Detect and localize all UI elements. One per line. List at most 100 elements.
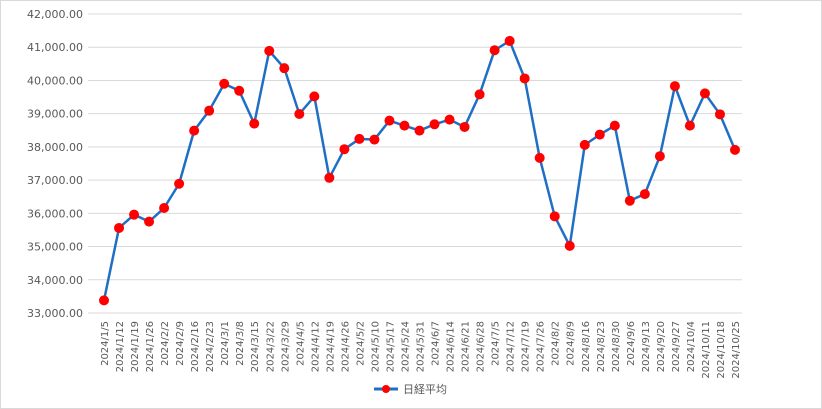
x-tick-label: 2024/3/15 [250,321,261,372]
y-tick-label: 40,000.00 [27,74,83,87]
x-tick-label: 2024/9/13 [641,321,652,372]
x-tick-label: 2024/8/16 [581,321,592,372]
data-point [114,222,125,233]
data-point [684,120,695,131]
x-tick-label: 2024/4/5 [295,321,306,366]
series-line-path [102,39,737,301]
data-point [354,133,365,144]
data-point [534,152,545,163]
data-point [444,114,455,125]
x-tick-label: 2024/9/6 [626,321,637,366]
gridlines [88,13,742,314]
data-point [234,85,245,96]
data-point [654,151,665,162]
x-tick-label: 2024/1/19 [130,321,141,372]
data-point [324,172,335,183]
x-tick-label: 2024/2/2 [160,321,171,366]
x-tick-label: 2024/1/12 [115,321,126,372]
data-point [159,203,170,214]
x-tick-label: 2024/7/5 [491,321,502,366]
legend-marker-swatch [382,385,390,393]
data-point [264,45,275,56]
x-tick-label: 2024/5/2 [355,321,366,366]
y-tick-label: 35,000.00 [27,241,83,254]
x-axis-labels: 2024/1/5 2024/1/12 2024/1/19 2024/1/26 2024/… [100,321,742,379]
data-point [669,81,680,92]
y-tick-label: 37,000.00 [27,174,83,187]
x-tick-label: 2024/10/4 [686,321,697,372]
x-tick-label: 2024/7/19 [521,321,532,372]
y-tick-label: 36,000.00 [27,207,83,220]
y-axis-labels: 33,000.00 34,000.00 35,000.00 36,000.00 37,0… [27,8,83,320]
data-point [339,144,350,155]
data-point [579,139,590,150]
x-tick-label: 2024/3/8 [235,321,246,366]
data-point [219,78,230,89]
y-tick-label: 38,000.00 [27,141,83,154]
data-point [504,35,515,46]
series-markers [99,35,740,306]
x-tick-label: 2024/1/5 [100,321,111,366]
x-tick-label: 2024/9/20 [656,321,667,372]
data-point [609,120,620,131]
x-tick-label: 2024/10/25 [731,321,742,379]
x-tick-label: 2024/7/12 [506,321,517,372]
x-tick-label: 2024/6/28 [476,321,487,372]
x-tick-label: 2024/1/26 [145,321,156,372]
data-point [399,120,410,131]
x-tick-label: 2024/5/24 [400,321,411,372]
y-tick-label: 42,000.00 [27,8,83,21]
data-point [519,73,530,84]
x-tick-label: 2024/6/7 [431,321,442,366]
data-point [474,89,485,100]
x-tick-label: 2024/9/27 [671,321,682,372]
x-tick-label: 2024/4/26 [340,321,351,372]
x-tick-label: 2024/2/16 [190,321,201,372]
data-point [309,91,320,102]
data-point [189,125,200,136]
x-tick-label: 2024/5/31 [416,321,427,372]
data-point [429,119,440,130]
y-tick-label: 39,000.00 [27,108,83,121]
x-tick-label: 2024/3/29 [280,321,291,372]
y-tick-label: 33,000.00 [27,307,83,320]
x-tick-label: 2024/7/26 [536,321,547,372]
x-tick-label: 2024/8/2 [551,321,562,366]
data-point [594,129,605,140]
data-point [714,109,725,120]
x-tick-label: 2024/4/19 [325,321,336,372]
data-point [414,125,425,136]
x-tick-label: 2024/5/10 [370,321,381,372]
data-point [459,121,470,132]
x-tick-label: 2024/8/30 [611,321,622,372]
data-point [730,144,740,155]
data-point [129,209,140,220]
x-tick-label: 2024/2/9 [175,321,186,366]
legend-label: 日経平均 [403,383,447,396]
data-point [204,105,215,116]
data-point [249,118,260,129]
data-point [639,189,650,200]
x-tick-label: 2024/2/23 [205,321,216,372]
x-tick-label: 2024/10/18 [716,321,727,379]
x-tick-label: 2024/8/23 [596,321,607,372]
data-point [699,88,710,99]
data-point [144,216,155,227]
data-point [174,178,185,189]
x-tick-label: 2024/6/14 [446,321,457,372]
x-tick-label: 2024/5/17 [385,321,396,372]
data-point [564,240,575,251]
x-tick-label: 2024/3/1 [220,321,231,366]
x-tick-label: 2024/8/9 [566,321,577,366]
x-tick-label: 2024/10/11 [701,321,712,379]
series-line [102,39,737,301]
y-tick-label: 41,000.00 [27,41,83,54]
data-point [99,295,109,306]
data-point [369,134,380,145]
data-point [294,108,305,119]
data-point [384,115,395,126]
legend: 日経平均 [374,383,447,396]
y-tick-label: 34,000.00 [27,274,83,287]
